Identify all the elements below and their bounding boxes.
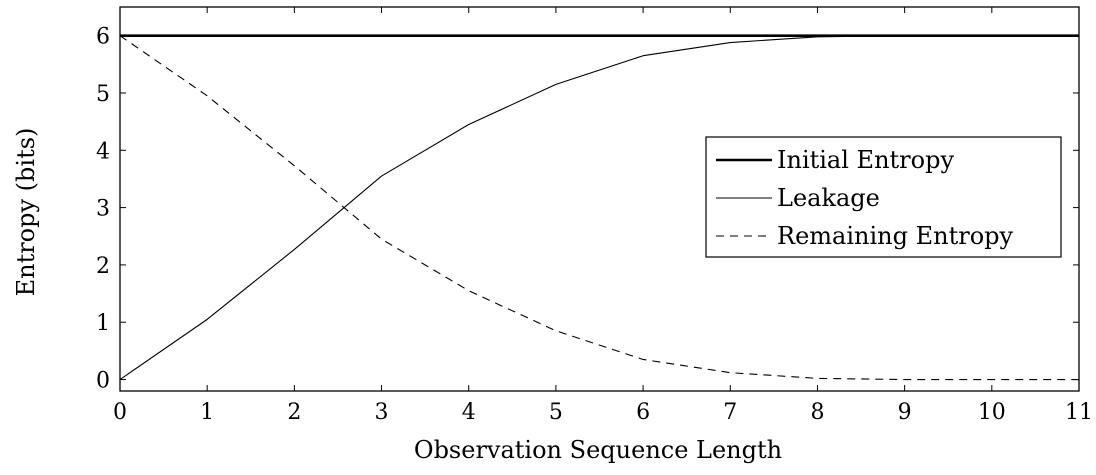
x-axis-title: Observation Sequence Length	[414, 436, 782, 464]
x-tick-label-11: 11	[1065, 400, 1093, 425]
y-tick-label-3: 3	[96, 197, 110, 222]
x-tick-label-2: 2	[287, 400, 301, 425]
series-line-remaining-entropy	[119, 35, 1079, 381]
tick-labels-layer: 0 1 2 3 4 5 6 7 8 9 10 11 0 1 2 3 4 5 6	[96, 25, 1093, 425]
legend-label-remaining-entropy: Remaining Entropy	[777, 222, 1014, 250]
x-tick-label-0: 0	[113, 400, 127, 425]
x-tick-label-3: 3	[375, 400, 389, 425]
y-tick-label-6: 6	[96, 25, 110, 50]
x-tick-label-10: 10	[978, 400, 1006, 425]
x-tick-label-4: 4	[462, 400, 476, 425]
x-tick-label-8: 8	[810, 400, 824, 425]
y-tick-label-2: 2	[96, 254, 110, 279]
plot-frame	[119, 6, 1080, 392]
y-tick-label-5: 5	[96, 82, 110, 107]
legend-label-leakage: Leakage	[777, 184, 880, 212]
x-tick-label-5: 5	[549, 400, 563, 425]
x-tick-label-9: 9	[898, 400, 912, 425]
y-tick-label-1: 1	[96, 311, 110, 336]
x-tick-label-7: 7	[723, 400, 737, 425]
x-tick-label-6: 6	[636, 400, 650, 425]
legend-label-initial-entropy: Initial Entropy	[777, 146, 954, 174]
series-layer	[119, 34, 1079, 381]
legend-frame	[705, 136, 1062, 258]
y-tick-label-0: 0	[96, 369, 110, 394]
legend: Initial Entropy Leakage Remaining Entrop…	[705, 136, 1062, 258]
y-axis-title: Entropy (bits)	[12, 128, 40, 297]
x-tick-label-1: 1	[200, 400, 214, 425]
series-line-leakage	[119, 35, 1079, 380]
y-tick-label-4: 4	[96, 139, 110, 164]
